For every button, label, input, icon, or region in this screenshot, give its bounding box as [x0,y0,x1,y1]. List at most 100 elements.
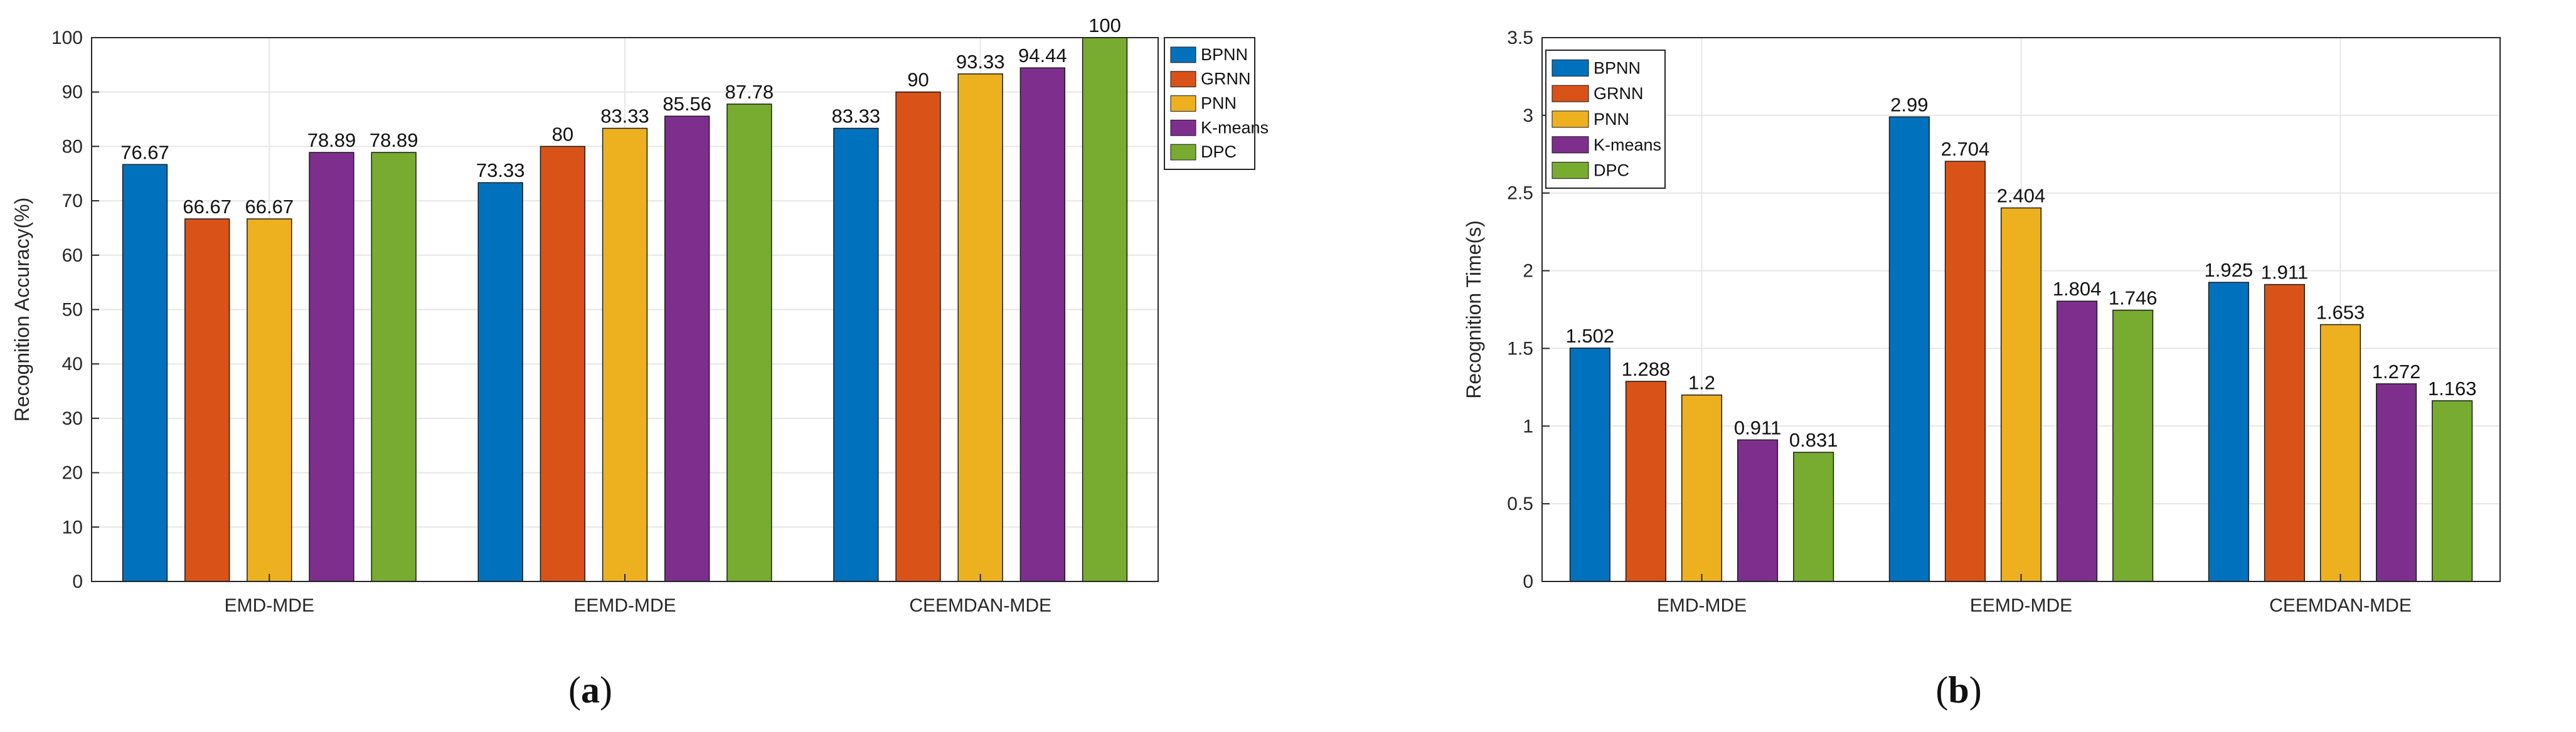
legend-label-grnn: GRNN [1594,84,1644,103]
legend-swatch-pnn [1170,95,1196,112]
y-tick-label: 90 [62,82,83,103]
legend: BPNN GRNN PNN K-means DPC [1164,37,1269,170]
bar-dpc-ceemdan-mde [1082,37,1128,582]
legend-label-k-means: K-means [1201,118,1269,137]
data-label: 0.911 [1734,416,1781,438]
legend-label-grnn: GRNN [1201,70,1251,88]
data-label: 1.163 [2428,378,2477,400]
axes-frame [1541,37,2501,582]
bar-bpnn-ceemdan-mde [833,127,879,582]
y-tick-label: 30 [62,408,83,429]
y-axis-title: Recognition Time(s) [1462,220,1485,399]
data-label: 1.272 [2372,361,2421,383]
bar-grnn-emd-mde [184,218,230,582]
caption-open-paren: ( [568,669,581,711]
bar-k-means-emd-mde [309,152,354,582]
chart-panel-time: 0 0.5 1 1.5 2 2.5 3 3.5 1.502 1.288 1.2 0.911 0.831 E… [1462,28,2501,711]
legend-label-pnn: PNN [1594,110,1629,129]
data-label: 2.404 [1997,184,2046,206]
y-tick-label: 2.5 [1507,183,1533,204]
data-label: 1.925 [2205,259,2254,281]
data-label: 1.502 [1566,325,1615,347]
y-tick-label: 100 [51,28,83,48]
bar-grnn-eemd-mde [1944,161,1986,582]
y-tick-label: 20 [62,463,83,484]
bar-grnn-eemd-mde [540,146,586,582]
data-label: 73.33 [476,159,525,181]
caption-close-paren: ) [1969,669,1982,711]
bar-pnn-emd-mde [1681,394,1723,582]
y-tick-label: 3 [1523,105,1533,126]
y-tick-label: 0 [72,571,83,592]
legend-swatch-pnn [1551,110,1589,128]
panel-caption: (b) [1935,669,1981,711]
data-label: 0.831 [1789,429,1838,451]
bar-k-means-ceemdan-mde [1019,67,1065,582]
bar-dpc-emd-mde [1793,452,1834,582]
data-label: 80 [552,123,573,145]
legend-label-dpc: DPC [1594,161,1629,180]
legend-swatch-grnn [1551,85,1589,102]
data-label: 1.653 [2316,302,2365,324]
legend-swatch-grnn [1170,71,1196,88]
y-tick-label: 2 [1523,261,1533,282]
data-label: 85.56 [663,93,711,115]
data-label: 1.746 [2109,287,2158,309]
chart-panel-accuracy: 0 10 20 30 40 50 60 70 80 90 100 76.67 66.67 66.67 78.… [11,14,1269,711]
legend-label-bpnn: BPNN [1201,45,1248,64]
bar-pnn-eemd-mde [2000,207,2042,582]
data-label: 66.67 [245,196,294,218]
y-tick-label: 70 [62,191,83,211]
data-label: 83.33 [600,105,649,127]
legend-swatch-k-means [1170,119,1196,136]
bar-bpnn-emd-mde [122,164,168,582]
bar-dpc-eemd-mde [2112,309,2154,582]
bar-k-means-emd-mde [1737,439,1779,582]
legend-label-k-means: K-means [1594,135,1661,154]
data-label: 1.804 [2053,278,2102,300]
data-label: 100 [1088,14,1121,36]
caption-panel-letter: b [1948,669,1969,711]
bar-dpc-ceemdan-mde [2432,400,2473,582]
legend-swatch-bpnn [1170,46,1196,63]
y-tick-label: 0.5 [1507,494,1533,514]
x-tick-label: EEMD-MDE [1970,595,2072,616]
caption-close-paren: ) [600,669,612,711]
bar-bpnn-eemd-mde [477,182,523,582]
caption-open-paren: ( [1935,669,1948,711]
legend-swatch-k-means [1551,136,1589,154]
bar-grnn-emd-mde [1625,381,1666,582]
y-tick-label: 50 [62,300,83,321]
bar-dpc-emd-mde [371,152,417,582]
caption-panel-letter: a [581,669,600,711]
bar-bpnn-ceemdan-mde [2208,282,2249,582]
bar-pnn-ceemdan-mde [957,73,1003,582]
y-tick-label: 0 [1523,571,1533,592]
data-label: 78.89 [370,129,418,151]
data-label: 83.33 [832,105,881,127]
data-label: 1.2 [1688,372,1715,394]
y-tick-label: 10 [62,517,83,538]
legend-swatch-dpc [1170,144,1196,161]
y-axis-title: Recognition Accuracy(%) [11,198,33,422]
data-label: 87.78 [725,81,774,103]
legend: BPNN GRNN PNN K-means DPC [1545,50,1666,189]
bar-grnn-ceemdan-mde [895,91,941,582]
legend-swatch-bpnn [1551,59,1589,77]
y-tick-label: 3.5 [1507,28,1533,48]
data-label: 78.89 [307,129,356,151]
bar-pnn-eemd-mde [602,127,648,582]
data-label: 94.44 [1018,45,1067,66]
x-tick-label: CEEMDAN-MDE [909,595,1051,616]
legend-label-bpnn: BPNN [1594,58,1641,77]
data-label: 66.67 [183,196,232,218]
y-tick-label: 1.5 [1507,338,1533,359]
data-label: 76.67 [120,141,169,163]
data-label: 1.911 [2261,262,2308,284]
x-tick-label: EMD-MDE [225,595,314,616]
bar-dpc-eemd-mde [726,103,772,582]
data-label: 1.288 [1622,358,1671,380]
panel-caption: (a) [568,669,612,711]
bar-k-means-ceemdan-mde [2376,383,2417,582]
